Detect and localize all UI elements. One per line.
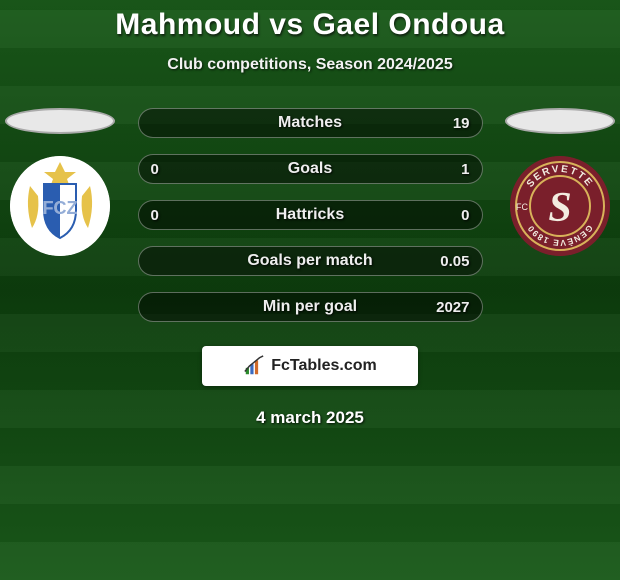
stat-right-value: 0.05: [440, 247, 469, 275]
stat-row-min-per-goal: Min per goal 2027: [138, 292, 483, 322]
stat-label: Hattricks: [276, 206, 344, 224]
chart-icon: [243, 355, 265, 377]
svg-text:FCZ: FCZ: [43, 198, 78, 218]
team-right-crest: SERVETTE GENÈVE 1890 S FC: [510, 156, 610, 256]
stat-right-value: 1: [461, 155, 469, 183]
subtitle: Club competitions, Season 2024/2025: [0, 56, 620, 74]
date-label: 4 march 2025: [0, 408, 620, 428]
stat-left-value: 0: [151, 201, 159, 229]
stat-row-goals-per-match: Goals per match 0.05: [138, 246, 483, 276]
stat-label: Goals: [288, 160, 332, 178]
player-right-column: SERVETTE GENÈVE 1890 S FC: [500, 108, 620, 256]
servette-crest-icon: SERVETTE GENÈVE 1890 S FC: [510, 156, 610, 256]
watermark-badge: FcTables.com: [202, 346, 418, 386]
stat-row-matches: Matches 19: [138, 108, 483, 138]
stat-right-value: 0: [461, 201, 469, 229]
player-left-placeholder: [5, 108, 115, 134]
watermark-text: FcTables.com: [271, 357, 377, 375]
team-left-crest: FCZ FCZ: [10, 156, 110, 256]
fcz-crest-icon: FCZ FCZ: [10, 156, 110, 256]
page-title: Mahmoud vs Gael Ondoua: [0, 0, 620, 42]
svg-text:FC: FC: [516, 202, 528, 212]
stat-label: Min per goal: [263, 298, 357, 316]
comparison-area: FCZ FCZ SERVETTE GENÈVE 1890: [0, 108, 620, 428]
stat-left-value: 0: [151, 155, 159, 183]
stat-right-value: 2027: [436, 293, 469, 321]
svg-text:S: S: [548, 185, 571, 231]
player-left-column: FCZ FCZ: [0, 108, 120, 256]
stat-row-hattricks: 0 Hattricks 0: [138, 200, 483, 230]
stat-right-value: 19: [453, 109, 470, 137]
stat-label: Goals per match: [247, 252, 372, 270]
stat-row-goals: 0 Goals 1: [138, 154, 483, 184]
player-right-placeholder: [505, 108, 615, 134]
stat-label: Matches: [278, 114, 342, 132]
